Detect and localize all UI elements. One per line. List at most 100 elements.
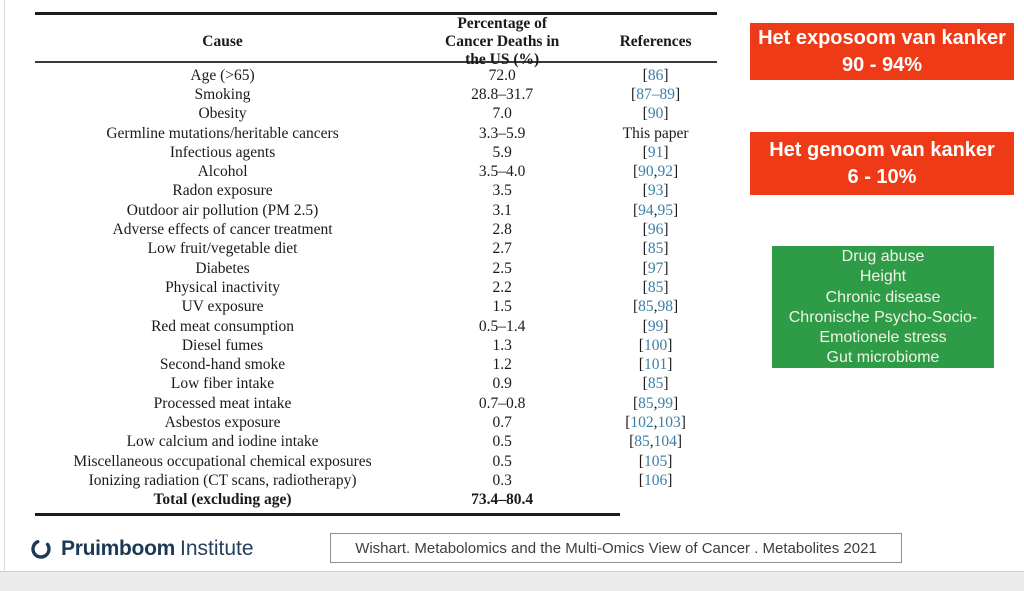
cell-cause: Infectious agents	[169, 143, 276, 161]
cell-cause: Total (excluding age)	[153, 491, 292, 509]
cell-cause: Low fiber intake	[170, 375, 275, 393]
table-row: Miscellaneous occupational chemical expo…	[35, 452, 717, 471]
cell-cause: Germline mutations/heritable cancers	[106, 124, 339, 142]
table-row: Radon exposure 3.5 [93]	[35, 182, 717, 201]
cell-reference: This paper	[622, 124, 689, 142]
other-factor-line: Chronic disease	[825, 288, 941, 306]
cell-cause: Miscellaneous occupational chemical expo…	[73, 452, 372, 470]
table-row: Smoking 28.8–31.7 [87–89]	[35, 85, 717, 104]
cell-percentage: 7.0	[492, 105, 512, 123]
table-row: Adverse effects of cancer treatment 2.8 [9…	[35, 220, 717, 239]
table-row: Age (>65) 72.0 [86]	[35, 66, 717, 85]
cell-percentage: 2.5	[492, 259, 512, 277]
table-row: Low fiber intake 0.9 [85]	[35, 375, 717, 394]
cell-reference: [85]	[642, 375, 669, 393]
cell-reference: [96]	[642, 221, 669, 239]
slide-left-edge	[4, 0, 5, 571]
table-row: Germline mutations/heritable cancers 3.3–…	[35, 124, 717, 143]
logo-text: Pruimboom Institute	[61, 537, 254, 561]
cell-cause: Low calcium and iodine intake	[126, 433, 319, 451]
cell-reference: [90,92]	[632, 163, 679, 181]
cell-percentage: 2.2	[492, 278, 512, 296]
cell-cause: Processed meat intake	[153, 394, 292, 412]
cell-reference: [90]	[642, 105, 669, 123]
cell-percentage: 1.3	[492, 336, 512, 354]
cell-percentage: 3.1	[492, 201, 512, 219]
table-row: Total (excluding age) 73.4–80.4	[35, 491, 717, 510]
table-row: Outdoor air pollution (PM 2.5) 3.1 [94,95]	[35, 201, 717, 220]
cell-reference: [86]	[642, 66, 669, 84]
table-row: Infectious agents 5.9 [91]	[35, 143, 717, 162]
cell-percentage: 1.5	[492, 298, 512, 316]
table-row: UV exposure 1.5 [85,98]	[35, 298, 717, 317]
table-row: Diesel fumes 1.3 [100]	[35, 336, 717, 355]
table-row: Obesity 7.0 [90]	[35, 105, 717, 124]
table-body: Age (>65) 72.0 [86] Smoking 28.8–31.7 [87–89]…	[35, 63, 717, 510]
cell-cause: Diesel fumes	[181, 336, 264, 354]
app-bottom-strip	[0, 571, 1024, 591]
cell-cause: Radon exposure	[172, 182, 273, 200]
table-header-row: Cause Percentage of Cancer Deaths in the…	[35, 15, 717, 68]
citation-box: Wishart. Metabolomics and the Multi-Omic…	[330, 533, 902, 563]
cell-cause: Smoking	[194, 85, 251, 103]
callout-genome-title: Het genoom van kanker	[769, 138, 995, 161]
cell-cause: Diabetes	[195, 259, 250, 277]
callout-genome: Het genoom van kanker 6 - 10%	[750, 132, 1014, 195]
cell-percentage: 3.5	[492, 182, 512, 200]
cell-reference: [85,99]	[632, 394, 679, 412]
table-row: Low fruit/vegetable diet 2.7 [85]	[35, 240, 717, 259]
cell-percentage: 1.2	[492, 356, 512, 374]
cell-cause: Physical inactivity	[165, 278, 281, 296]
cell-cause: UV exposure	[181, 298, 264, 316]
table-row: Second-hand smoke 1.2 [101]	[35, 355, 717, 374]
other-factor-line: Emotionele stress	[819, 329, 947, 347]
cell-percentage: 0.5	[492, 452, 512, 470]
cell-reference: [85]	[642, 240, 669, 258]
callout-other-factors-lines: Drug abuse Height Chronic disease Chronisch…	[772, 247, 994, 369]
callout-exposome-title: Het exposoom van kanker	[758, 26, 1006, 49]
cell-reference: [93]	[642, 182, 669, 200]
cell-percentage: 28.8–31.7	[471, 85, 534, 103]
cell-cause: Asbestos exposure	[164, 413, 281, 431]
callout-exposome-value: 90 - 94%	[841, 53, 923, 76]
cell-cause: Alcohol	[197, 163, 248, 181]
cell-reference: [85,104]	[629, 433, 683, 451]
table-row: Red meat consumption 0.5–1.4 [99]	[35, 317, 717, 336]
open-circle-logo-icon	[30, 538, 52, 560]
pruimboom-institute-logo: Pruimboom Institute	[30, 534, 254, 564]
cell-reference: [102,103]	[625, 413, 686, 431]
cell-cause: Second-hand smoke	[159, 356, 286, 374]
cell-cause: Low fruit/vegetable diet	[147, 240, 298, 258]
citation-text: Wishart. Metabolomics and the Multi-Omic…	[355, 539, 877, 557]
cell-reference: [106]	[638, 471, 673, 489]
other-factor-line: Chronische Psycho-Socio-	[788, 308, 978, 326]
table-row: Low calcium and iodine intake 0.5 [85,104]	[35, 433, 717, 452]
cell-cause: Age (>65)	[190, 66, 255, 84]
cell-cause: Red meat consumption	[151, 317, 294, 335]
cell-percentage: 3.3–5.9	[478, 124, 526, 142]
cell-reference: [94,95]	[632, 201, 679, 219]
cell-cause: Outdoor air pollution (PM 2.5)	[126, 201, 319, 219]
cell-percentage: 2.8	[492, 221, 512, 239]
other-factor-line: Drug abuse	[841, 248, 925, 265]
cell-percentage: 5.9	[492, 143, 512, 161]
table-row: Asbestos exposure 0.7 [102,103]	[35, 413, 717, 432]
cell-cause: Obesity	[198, 105, 247, 123]
column-header-percentage: Percentage of Cancer Deaths in the US (%…	[445, 15, 560, 68]
callout-genome-value: 6 - 10%	[847, 165, 917, 188]
column-header-references: References	[619, 32, 692, 50]
cell-reference: [101]	[638, 356, 673, 374]
logo-text-bold: Pruimboom	[61, 537, 175, 560]
table-row: Diabetes 2.5 [97]	[35, 259, 717, 278]
cell-percentage: 0.7–0.8	[478, 394, 526, 412]
cell-reference: [97]	[642, 259, 669, 277]
cell-percentage: 72.0	[488, 66, 516, 84]
cancer-deaths-table: Cause Percentage of Cancer Deaths in the…	[35, 12, 717, 516]
column-header-cause: Cause	[202, 32, 243, 50]
table-row: Alcohol 3.5–4.0 [90,92]	[35, 162, 717, 181]
callout-other-factors: Drug abuse Height Chronic disease Chronisch…	[772, 246, 994, 368]
cell-percentage: 0.5	[492, 433, 512, 451]
table-row: Ionizing radiation (CT scans, radiothera…	[35, 471, 717, 490]
cell-cause: Adverse effects of cancer treatment	[112, 221, 333, 239]
